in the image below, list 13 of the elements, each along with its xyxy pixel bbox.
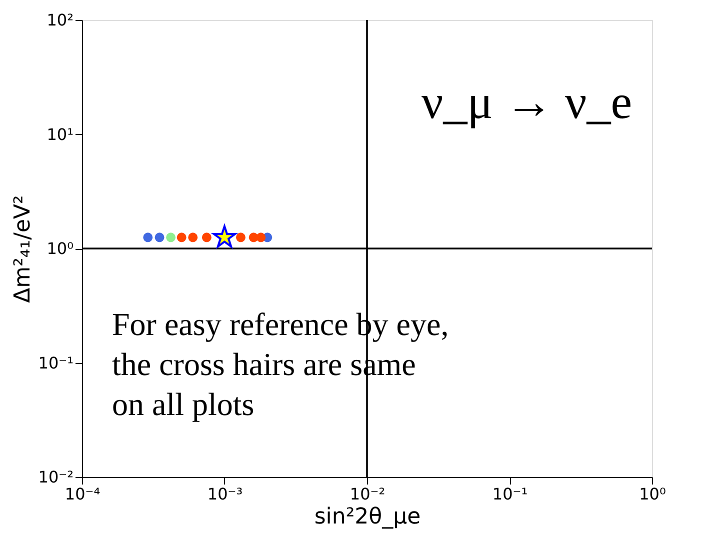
y-tick-label: 10² <box>46 10 74 30</box>
y-tick-label: 10¹ <box>46 124 74 144</box>
x-tick-label: 10⁰ <box>639 484 666 504</box>
y-tick-label: 10⁻² <box>38 468 74 486</box>
x-axis-title: sin²2θ_μe <box>314 504 421 530</box>
x-tick-label: 10⁻⁴ <box>64 484 100 504</box>
y-tick-label: 10⁻¹ <box>38 353 74 372</box>
annotation: ν_μ → ν_e <box>422 76 632 129</box>
x-tick-label: 10⁻³ <box>207 484 243 504</box>
x-tick-label: 10⁻¹ <box>492 484 528 504</box>
y-axis-title: Δm²₄₁/eV² <box>10 195 36 303</box>
y-tick-label: 10⁰ <box>46 239 74 258</box>
x-tick-label: 10⁻² <box>350 484 386 504</box>
